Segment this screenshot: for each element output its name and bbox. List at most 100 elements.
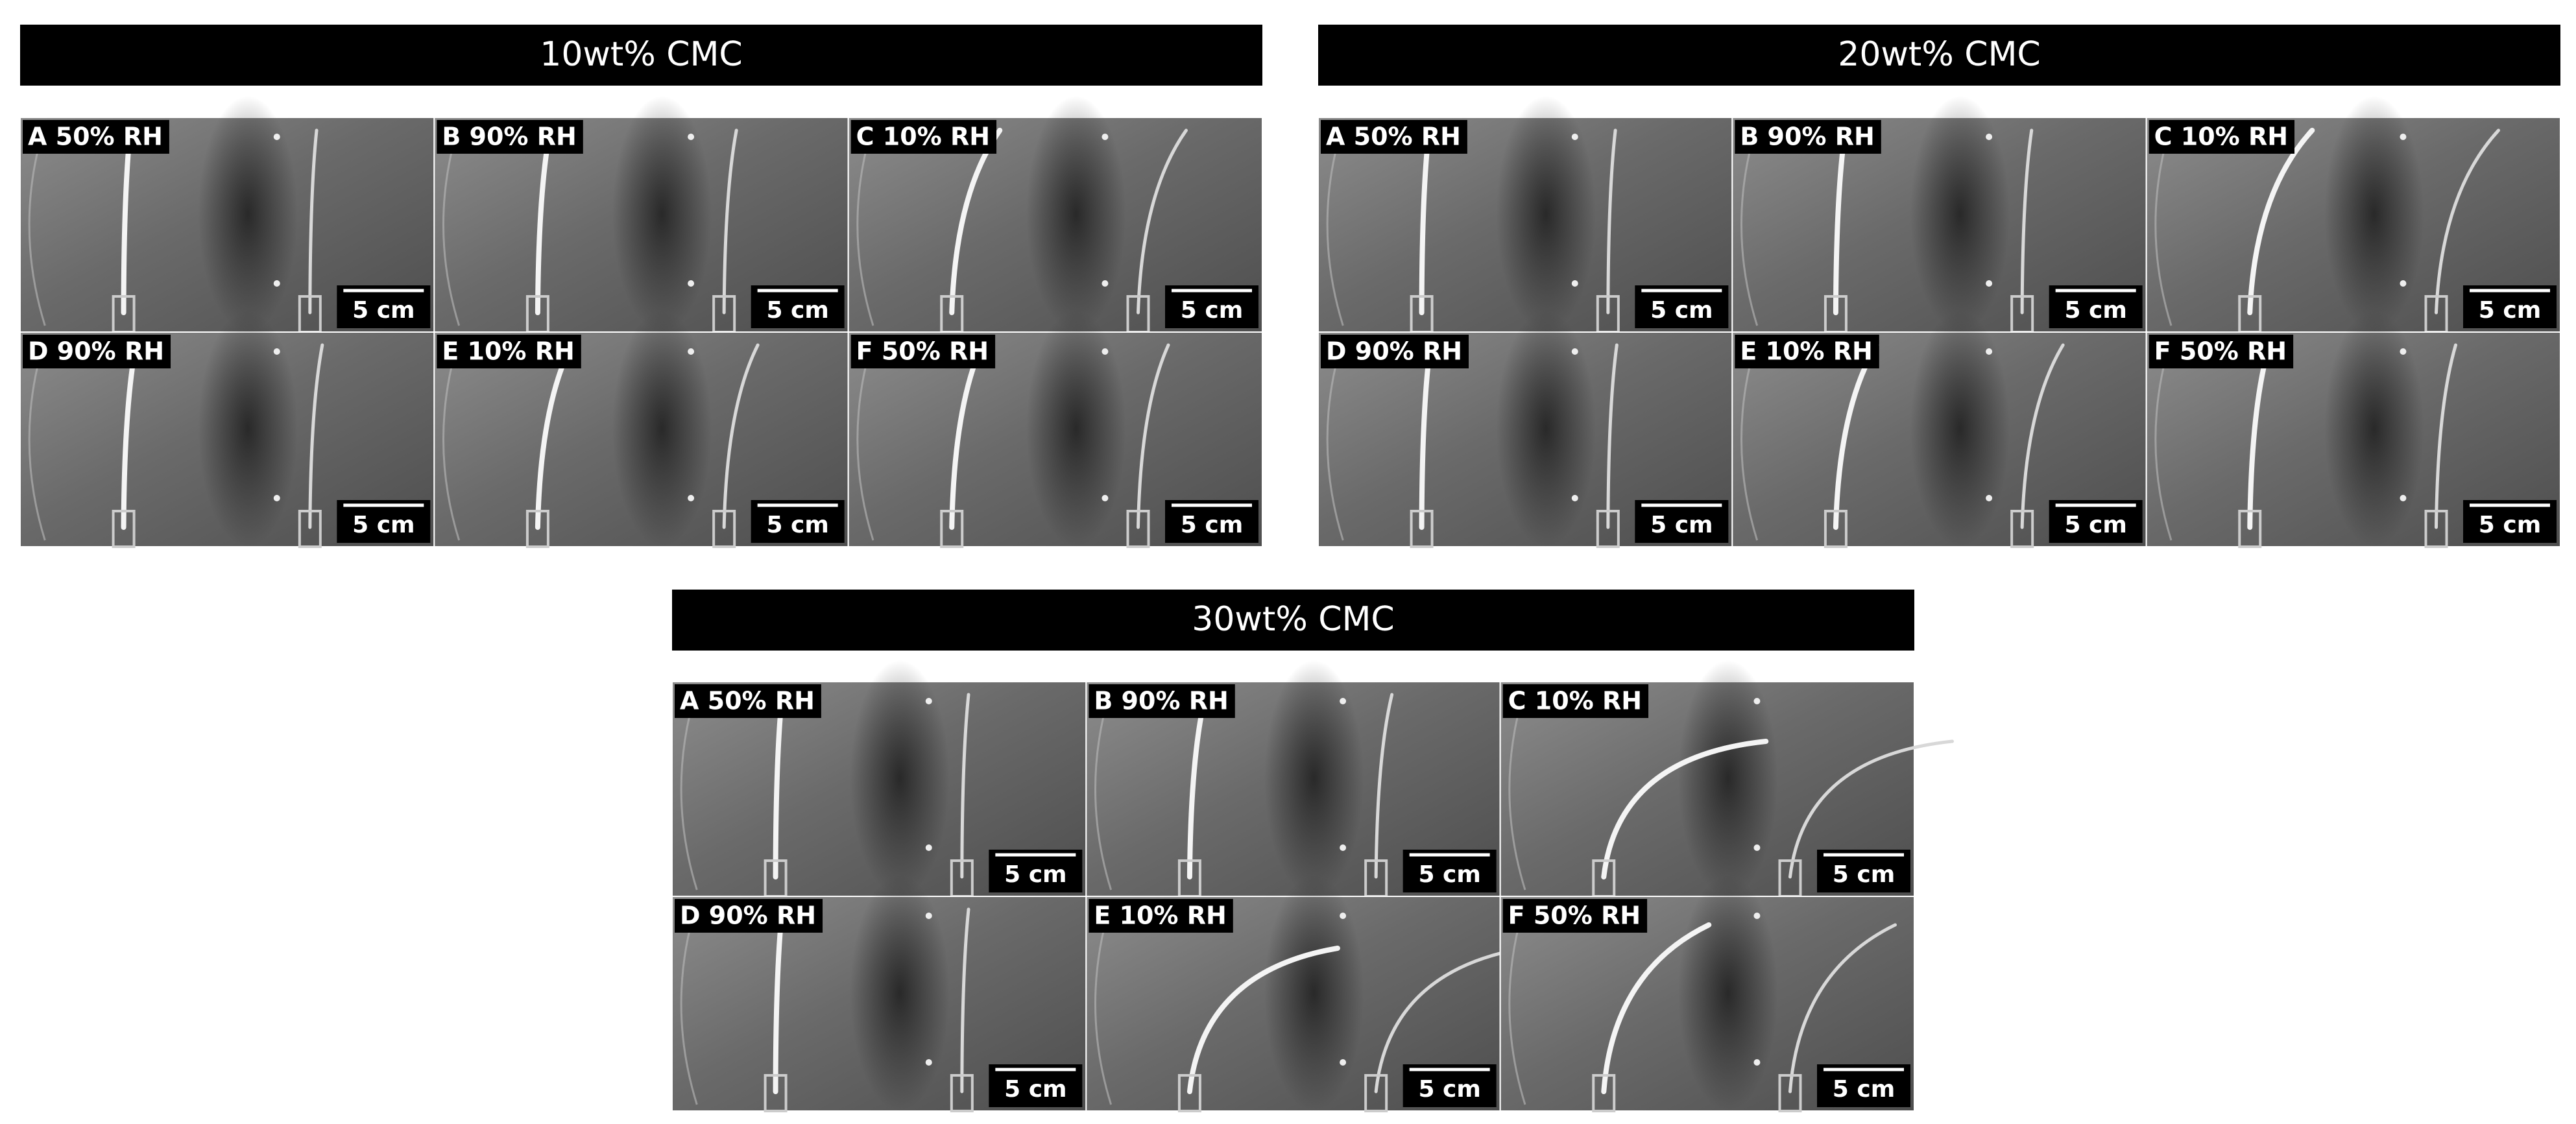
marker-dot [273, 280, 280, 287]
panel-label: B 90% RH [1740, 123, 1874, 151]
panel-label-bg [437, 335, 581, 368]
panel-label: F 50% RH [1508, 902, 1641, 930]
scale-bar-bg [751, 500, 845, 543]
photo-panel: E 10% RH 5 cm [1731, 310, 2147, 548]
panel-label-bg [437, 120, 583, 154]
marker-dot [688, 348, 695, 355]
photo-shadow [850, 874, 950, 1111]
sample-strip [1788, 739, 1954, 879]
scale-bar-bg [1635, 500, 1729, 543]
panel-label: C 10% RH [2154, 123, 2288, 151]
sample-strip [722, 343, 760, 529]
photo-shadow [1264, 660, 1364, 896]
photo-panel: F 50% RH 5 cm [2145, 310, 2562, 548]
scale-bar-label: 5 cm [1833, 861, 1895, 888]
scale-bar-bg [1635, 285, 1729, 328]
sample-clamp [1592, 1074, 1616, 1112]
scale-bar-bg [1165, 500, 1258, 543]
panel-label-bg [1502, 899, 1648, 933]
marker-dot [1340, 1059, 1347, 1066]
scale-bar-label: 5 cm [1418, 861, 1480, 888]
scale-bar-bg [1402, 1064, 1497, 1107]
marker-dot [2400, 280, 2407, 287]
marker-dot [688, 495, 695, 501]
scale-bar-label: 5 cm [766, 512, 828, 538]
sample-clamp [1410, 510, 1434, 548]
sample-strip [1606, 128, 1617, 315]
marker-dot [1340, 844, 1347, 851]
panel-label: E 10% RH [1740, 337, 1872, 366]
panel-label: A 50% RH [680, 687, 815, 715]
marker-dot [1571, 495, 1578, 501]
sample-clamp [2424, 510, 2448, 548]
photo-panel: A 50% RH 5 cm [19, 95, 435, 333]
scale-bar-label: 5 cm [766, 297, 828, 324]
scale-bar-label: 5 cm [1418, 1076, 1480, 1103]
marker-dot [2400, 134, 2407, 140]
marker-dot [1340, 913, 1347, 919]
sample-clamp [1177, 1074, 1201, 1112]
marker-dot [1753, 844, 1761, 851]
sample-clamp [1596, 510, 1620, 548]
panel-label: B 90% RH [442, 123, 576, 151]
photo-shadow [2324, 310, 2424, 547]
sample-clamp [112, 510, 136, 548]
sample-strip [1136, 128, 1188, 315]
sample-strip [1601, 922, 1712, 1094]
scale-bar-bg [1817, 850, 1910, 892]
marker-dot [1986, 280, 1993, 287]
marker-dot [1571, 134, 1578, 140]
photo-panel: F 50% RH 5 cm [1499, 874, 1916, 1112]
marker-dot [2400, 495, 2407, 501]
panel-label-bg [1089, 899, 1233, 933]
sample-strip [1606, 343, 1619, 529]
group-header-bar [672, 590, 1914, 651]
sample-strip [960, 693, 970, 879]
panel-label: D 90% RH [1326, 337, 1462, 366]
marker-dot [1986, 495, 1993, 501]
photo-shadow [1026, 95, 1126, 332]
marker-dot [688, 280, 695, 287]
photo-panel: D 90% RH 5 cm [19, 310, 435, 548]
group-header-bar [1318, 25, 2560, 86]
scale-bar-label: 5 cm [1650, 297, 1713, 324]
photo-panel: B 90% RH 5 cm [1731, 95, 2147, 333]
panel-label-bg [1502, 684, 1649, 718]
panel-label-bg [2149, 120, 2295, 154]
photo-panel: B 90% RH 5 cm [433, 95, 849, 333]
marker-dot [925, 698, 932, 704]
photo-shadow [1678, 874, 1778, 1111]
panel-label: F 50% RH [856, 337, 989, 366]
scale-bar-bg [1402, 850, 1497, 892]
scale-bar-bg [751, 285, 845, 328]
sample-clamp [1126, 510, 1150, 548]
sample-strip [1186, 946, 1340, 1094]
panel-label-bg [850, 335, 996, 368]
scale-bar-label: 5 cm [1004, 861, 1066, 888]
sample-clamp [1778, 1074, 1802, 1112]
scale-bar-label: 5 cm [2479, 297, 2541, 324]
scale-bar-bg [337, 285, 431, 328]
photo-shadow [1264, 874, 1364, 1111]
marker-dot [925, 1059, 932, 1066]
sample-clamp [940, 510, 964, 548]
photo-shadow [1496, 95, 1596, 332]
scale-bar-bg [2049, 500, 2143, 543]
panel-label-bg [1735, 120, 1881, 154]
photo-panel: C 10% RH 5 cm [1499, 660, 1954, 898]
panel-label-bg [675, 684, 821, 718]
photo-shadow [1026, 310, 1126, 547]
sample-strip [2020, 343, 2065, 529]
group-header-title: 30wt% CMC [1192, 600, 1395, 639]
sample-strip [1601, 739, 1769, 879]
sample-strip [1374, 946, 1526, 1094]
photo-shadow [612, 95, 712, 332]
marker-dot [2400, 348, 2407, 355]
marker-dot [1101, 348, 1109, 355]
scale-bar-label: 5 cm [2479, 512, 2541, 538]
photo-panel: C 10% RH 5 cm [2145, 95, 2562, 333]
scale-bar-label: 5 cm [1181, 512, 1243, 538]
panel-label-bg [1735, 335, 1879, 368]
marker-dot [925, 913, 932, 919]
